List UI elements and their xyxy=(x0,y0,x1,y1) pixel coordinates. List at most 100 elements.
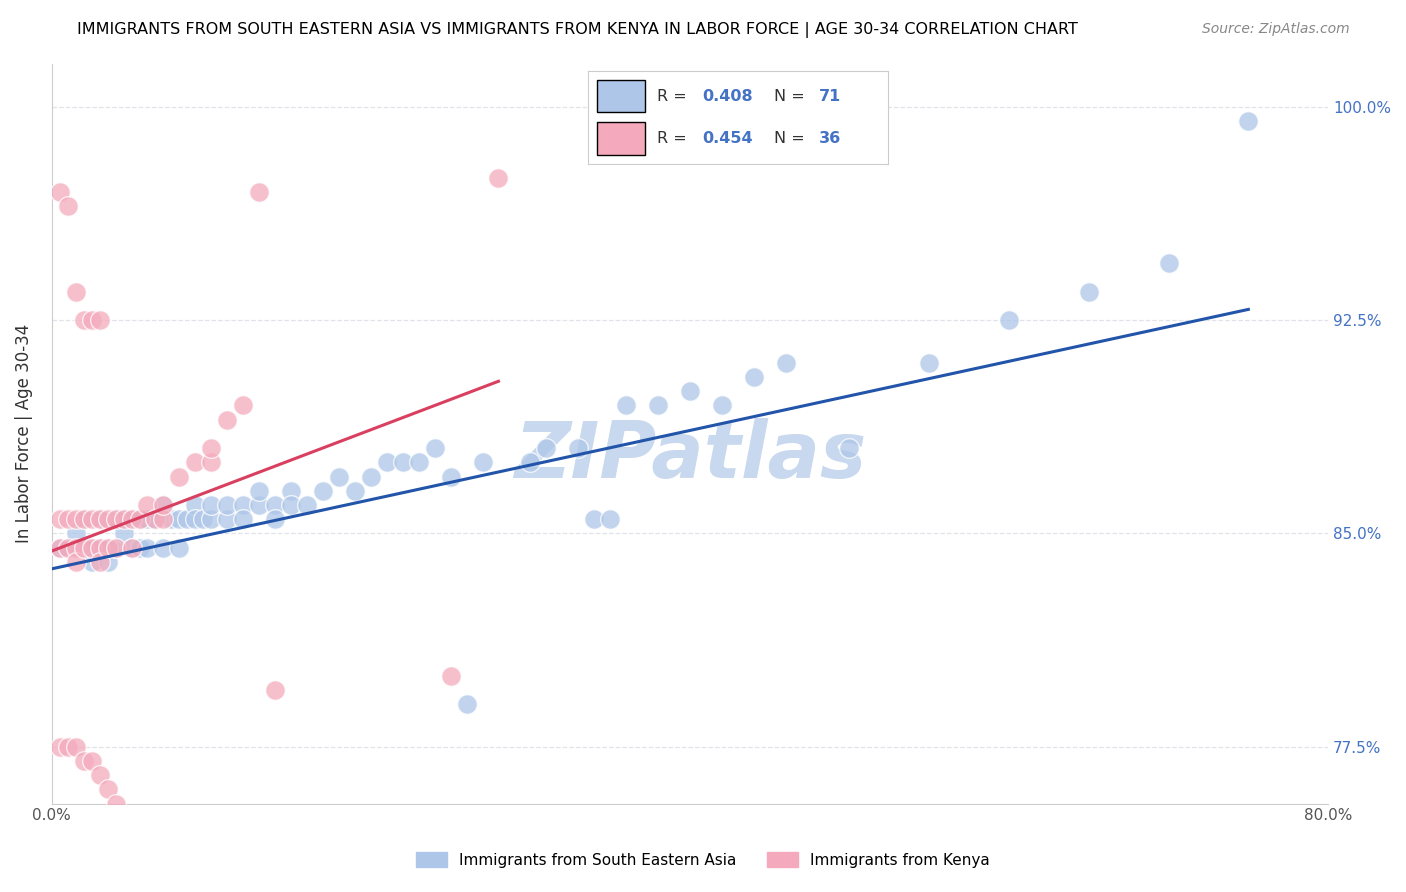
Point xyxy=(73,313,96,327)
Point xyxy=(128,541,150,555)
Point xyxy=(439,668,461,682)
Point xyxy=(121,512,143,526)
Point xyxy=(65,526,87,541)
Point xyxy=(200,441,222,455)
Point xyxy=(343,483,366,498)
Point xyxy=(264,498,287,512)
Point xyxy=(136,498,159,512)
Point xyxy=(232,398,254,412)
Point xyxy=(152,498,174,512)
Point xyxy=(200,498,222,512)
Point xyxy=(121,541,143,555)
Point xyxy=(264,682,287,697)
Text: ZIPatlas: ZIPatlas xyxy=(513,418,866,494)
Point xyxy=(679,384,702,399)
Point xyxy=(80,754,103,768)
Point xyxy=(65,285,87,299)
Point xyxy=(328,469,350,483)
Point xyxy=(112,526,135,541)
Point xyxy=(73,512,96,526)
Point xyxy=(169,469,191,483)
Text: Source: ZipAtlas.com: Source: ZipAtlas.com xyxy=(1202,22,1350,37)
Legend: Immigrants from South Eastern Asia, Immigrants from Kenya: Immigrants from South Eastern Asia, Immi… xyxy=(411,846,995,873)
Point xyxy=(647,398,669,412)
Y-axis label: In Labor Force | Age 30-34: In Labor Force | Age 30-34 xyxy=(15,324,32,543)
Point xyxy=(423,839,446,854)
Point xyxy=(104,512,127,526)
Point xyxy=(80,512,103,526)
Point xyxy=(200,512,222,526)
Point xyxy=(104,512,127,526)
Point xyxy=(89,512,111,526)
Point xyxy=(583,512,606,526)
Text: IMMIGRANTS FROM SOUTH EASTERN ASIA VS IMMIGRANTS FROM KENYA IN LABOR FORCE | AGE: IMMIGRANTS FROM SOUTH EASTERN ASIA VS IM… xyxy=(77,22,1078,38)
Point xyxy=(89,768,111,782)
Point xyxy=(128,512,150,526)
Point xyxy=(89,541,111,555)
Point xyxy=(97,512,120,526)
Point xyxy=(104,541,127,555)
Point xyxy=(918,356,941,370)
Point xyxy=(65,555,87,569)
Point xyxy=(742,370,765,384)
Point xyxy=(408,455,430,469)
Point xyxy=(73,512,96,526)
Point xyxy=(184,498,207,512)
Point xyxy=(128,512,150,526)
Point xyxy=(567,441,589,455)
Point xyxy=(48,541,70,555)
Point xyxy=(375,455,398,469)
Point xyxy=(145,512,167,526)
Point xyxy=(471,868,494,882)
Point xyxy=(247,185,270,199)
Point xyxy=(145,512,167,526)
Point xyxy=(998,313,1021,327)
Point xyxy=(169,512,191,526)
Point xyxy=(73,754,96,768)
Point xyxy=(775,356,797,370)
Point xyxy=(160,512,183,526)
Point xyxy=(73,541,96,555)
Point xyxy=(710,398,733,412)
Point xyxy=(536,441,558,455)
Point xyxy=(152,498,174,512)
Point xyxy=(136,512,159,526)
Point xyxy=(121,541,143,555)
Point xyxy=(80,541,103,555)
Point xyxy=(56,199,79,213)
Point xyxy=(136,541,159,555)
Point xyxy=(48,739,70,754)
Point xyxy=(1077,285,1099,299)
Point xyxy=(391,455,413,469)
Point xyxy=(360,469,382,483)
Point xyxy=(247,498,270,512)
Point xyxy=(312,483,335,498)
Point xyxy=(217,512,239,526)
Point xyxy=(121,512,143,526)
Point xyxy=(217,412,239,426)
Point xyxy=(193,512,215,526)
Point xyxy=(104,541,127,555)
Point xyxy=(97,782,120,797)
Point xyxy=(89,512,111,526)
Point xyxy=(112,512,135,526)
Point xyxy=(56,541,79,555)
Point xyxy=(56,739,79,754)
Point xyxy=(89,555,111,569)
Point xyxy=(439,469,461,483)
Point xyxy=(97,555,120,569)
Point xyxy=(200,455,222,469)
Point xyxy=(456,697,478,711)
Point xyxy=(1237,114,1260,128)
Point xyxy=(48,541,70,555)
Point xyxy=(80,541,103,555)
Point xyxy=(280,483,302,498)
Point xyxy=(97,541,120,555)
Point xyxy=(838,441,860,455)
Point xyxy=(104,797,127,811)
Point xyxy=(232,498,254,512)
Point xyxy=(295,498,318,512)
Point xyxy=(65,739,87,754)
Point xyxy=(488,170,510,185)
Point xyxy=(519,455,541,469)
